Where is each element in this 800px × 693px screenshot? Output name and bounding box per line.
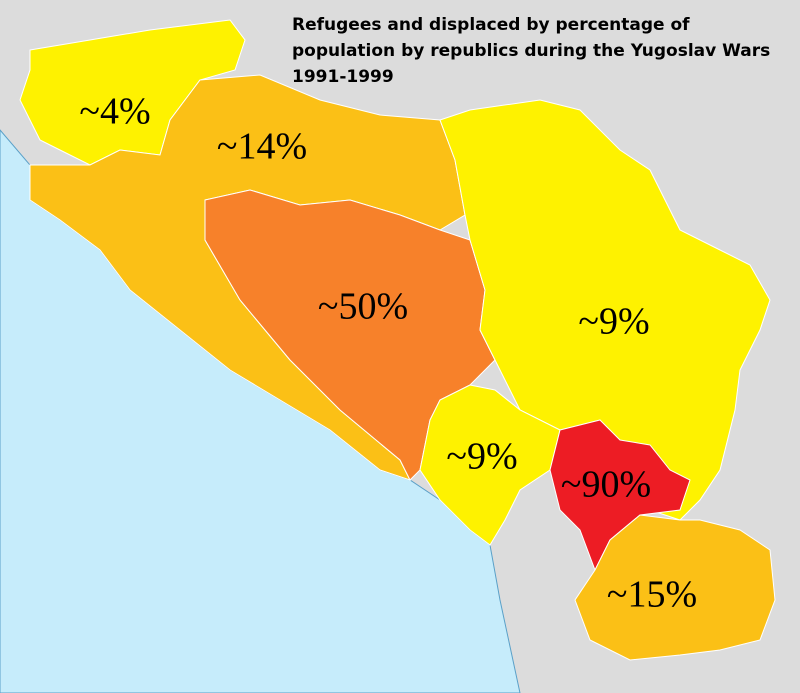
region-label: ~4% [79, 91, 150, 133]
region-label: ~14% [217, 126, 307, 168]
map-title: Refugees and displaced by percentage of … [292, 15, 771, 87]
region [574, 514, 776, 661]
region-label: ~9% [446, 436, 517, 478]
region-label: ~90% [561, 464, 651, 506]
region [419, 384, 561, 546]
regions: ~4% ~14% ~50% ~9% ~9% ~90% ~15% [19, 19, 776, 661]
region-label: ~9% [578, 301, 649, 343]
region-label: ~15% [607, 574, 697, 616]
region-label: ~50% [318, 286, 408, 328]
region [439, 99, 771, 521]
